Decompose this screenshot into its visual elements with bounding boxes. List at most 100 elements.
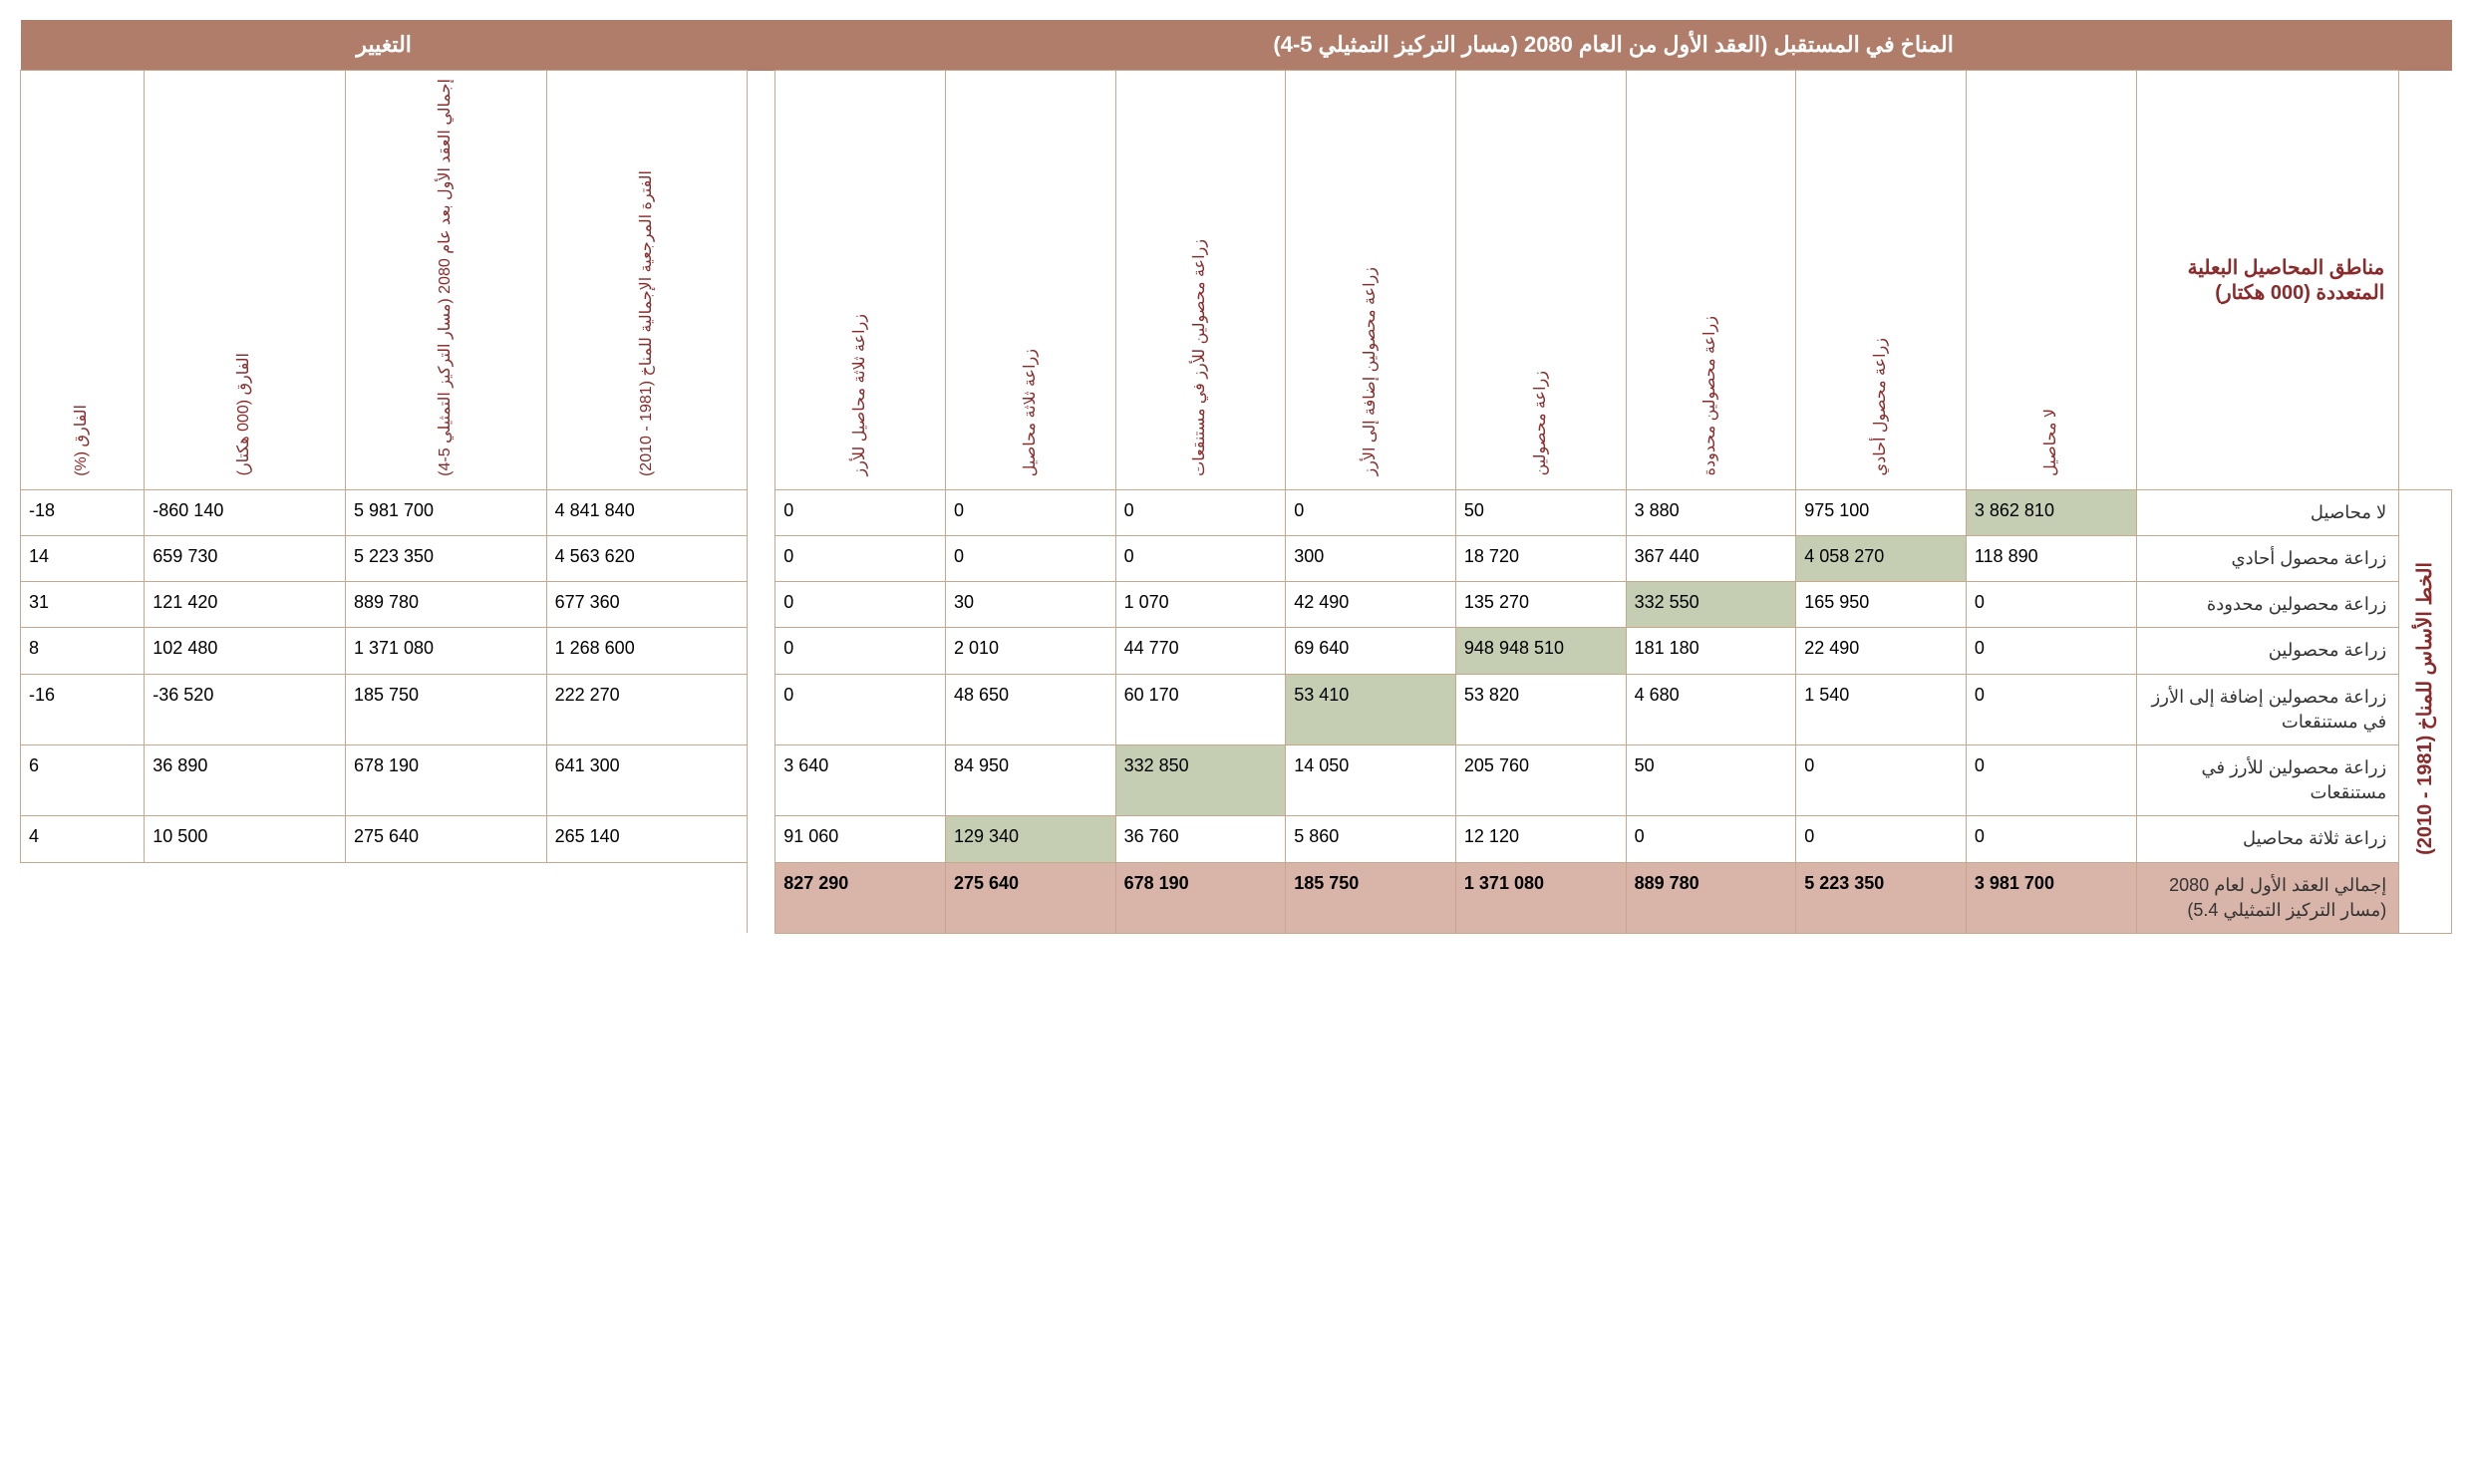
table-row: زراعة محصولين محدودة 0 165 950332 550135 2… (21, 582, 2452, 628)
data-cell: 53 820 (1455, 674, 1626, 744)
data-cell: 129 340 (945, 816, 1115, 862)
change-cell-diff: -860 140 (145, 489, 346, 535)
data-cell: 181 180 (1626, 628, 1796, 674)
data-cell: 44 770 (1115, 628, 1286, 674)
total-cell: 185 750 (1286, 862, 1456, 933)
data-cell: 0 (1115, 489, 1286, 535)
data-cell: 2 010 (945, 628, 1115, 674)
column-headers-row: مناطق المحاصيل البعلية المتعددة (000 هكت… (21, 71, 2452, 490)
data-cell: 0 (945, 536, 1115, 582)
total-cell: 827 290 (775, 862, 946, 933)
data-cell: 84 950 (945, 744, 1115, 815)
change-cell-diff: 121 420 (145, 582, 346, 628)
col-head-4: زراعة محصولين إضافة إلى الأرز (1286, 71, 1456, 490)
data-cell: 948 948 510 (1455, 628, 1626, 674)
regions-header: مناطق المحاصيل البعلية المتعددة (000 هكت… (2136, 71, 2399, 490)
data-cell: 69 640 (1286, 628, 1456, 674)
row-label: زراعة محصولين إضافة إلى الأرز في مستنقعا… (2136, 674, 2399, 744)
data-cell: 0 (1796, 744, 1967, 815)
data-cell: 205 760 (1455, 744, 1626, 815)
banner-row: المناخ في المستقبل (العقد الأول من العام… (21, 20, 2452, 71)
data-cell: 4 058 270 (1796, 536, 1967, 582)
row-label: زراعة محصولين محدودة (2136, 582, 2399, 628)
table-row: زراعة ثلاثة محاصيل00012 1205 86036 76012… (21, 816, 2452, 862)
total-cell: 5 223 350 (1796, 862, 1967, 933)
change-col-0: الفترة المرجعية الإجمالية للمناخ (1981 -… (546, 71, 748, 490)
change-cell-pct: 14 (21, 536, 145, 582)
row-label: زراعة محصولين (2136, 628, 2399, 674)
change-cell-pct: 6 (21, 744, 145, 815)
total-cell: 889 780 (1626, 862, 1796, 933)
change-cell-pct: 4 (21, 816, 145, 862)
data-cell: 0 (1286, 489, 1456, 535)
data-cell: 42 490 (1286, 582, 1456, 628)
row-label: زراعة محصول أحادي (2136, 536, 2399, 582)
col-head-3: زراعة محصولين (1455, 71, 1626, 490)
change-cell-ref: 677 360 (546, 582, 748, 628)
total-cell: 678 190 (1115, 862, 1286, 933)
data-cell: 14 050 (1286, 744, 1456, 815)
table-row: زراعة محصولين022 490181 180948 948 51069… (21, 628, 2452, 674)
change-cell-tot: 1 371 080 (345, 628, 546, 674)
data-cell: 0 (775, 674, 946, 744)
data-cell: 91 060 (775, 816, 946, 862)
data-cell: 332 550 (1626, 582, 1796, 628)
data-cell: 50 (1626, 744, 1796, 815)
total-label: إجمالي العقد الأول لعام 2080 (مسار الترك… (2136, 862, 2399, 933)
data-cell: 1 540 (1796, 674, 1967, 744)
data-cell: 18 720 (1455, 536, 1626, 582)
change-cell-ref: 4 563 620 (546, 536, 748, 582)
data-cell: 50 (1455, 489, 1626, 535)
data-cell: 135 270 (1455, 582, 1626, 628)
col-head-1: زراعة محصول أحادي (1796, 71, 1967, 490)
change-cell-ref: 4 841 840 (546, 489, 748, 535)
data-cell: 300 (1286, 536, 1456, 582)
data-cell: 0 (775, 489, 946, 535)
data-cell: 0 (775, 582, 946, 628)
side-baseline-label: الخط الأساس للمناخ (1981 - 2010) (2399, 489, 2452, 933)
total-cell: 275 640 (945, 862, 1115, 933)
data-cell: 975 100 (1796, 489, 1967, 535)
data-cell: 36 760 (1115, 816, 1286, 862)
change-cell-ref: 641 300 (546, 744, 748, 815)
data-cell: 53 410 (1286, 674, 1456, 744)
change-col-1: إجمالي العقد الأول بعد عام 2080 (مسار ال… (345, 71, 546, 490)
data-cell: 165 950 (1796, 582, 1967, 628)
change-cell-tot: 185 750 (345, 674, 546, 744)
change-col-2: الفارق (000 هكتار) (145, 71, 346, 490)
data-cell: 367 440 (1626, 536, 1796, 582)
change-cell-diff: 10 500 (145, 816, 346, 862)
data-cell: 0 (1115, 536, 1286, 582)
total-cell: 1 371 080 (1455, 862, 1626, 933)
col-head-6: زراعة ثلاثة محاصيل (945, 71, 1115, 490)
change-cell-diff: 36 890 (145, 744, 346, 815)
change-cell-tot: 889 780 (345, 582, 546, 628)
change-cell-pct: -16 (21, 674, 145, 744)
change-cell-tot: 678 190 (345, 744, 546, 815)
change-cell-diff: 102 480 (145, 628, 346, 674)
data-cell: 0 (945, 489, 1115, 535)
climate-crop-table: المناخ في المستقبل (العقد الأول من العام… (20, 20, 2452, 934)
data-cell: 12 120 (1455, 816, 1626, 862)
row-label: زراعة محصولين للأرز في مستنقعات (2136, 744, 2399, 815)
data-cell: 3 880 (1626, 489, 1796, 535)
row-label: لا محاصيل (2136, 489, 2399, 535)
banner-change: التغيير (21, 20, 748, 71)
table-row: زراعة محصولين إضافة إلى الأرز في مستنقعا… (21, 674, 2452, 744)
data-cell: 0 (1626, 816, 1796, 862)
change-cell-tot: 5 223 350 (345, 536, 546, 582)
data-cell: 0 (1966, 628, 2136, 674)
data-cell: 0 (1966, 744, 2136, 815)
change-cell-tot: 5 981 700 (345, 489, 546, 535)
change-cell-diff: -36 520 (145, 674, 346, 744)
change-col-3: الفارق (%) (21, 71, 145, 490)
data-cell: 118 890 (1966, 536, 2136, 582)
total-cell: 3 981 700 (1966, 862, 2136, 933)
change-cell-pct: -18 (21, 489, 145, 535)
col-head-5: زراعة محصولين للأرز في مستنقعات (1115, 71, 1286, 490)
col-head-0: لا محاصيل (1966, 71, 2136, 490)
data-cell: 0 (1966, 674, 2136, 744)
data-cell: 5 860 (1286, 816, 1456, 862)
data-cell: 4 680 (1626, 674, 1796, 744)
change-cell-tot: 275 640 (345, 816, 546, 862)
